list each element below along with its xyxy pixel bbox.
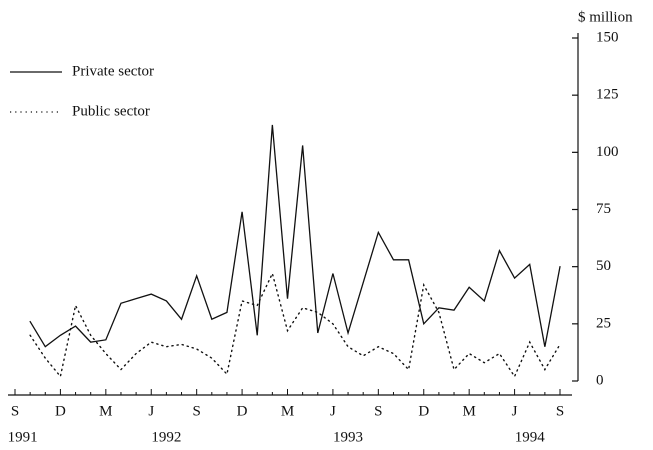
y-tick-label: 75: [596, 201, 611, 217]
legend-label: Private sector: [72, 63, 154, 79]
x-tick-label: S: [374, 403, 382, 419]
year-label: 1992: [151, 429, 181, 445]
y-tick-label: 125: [596, 87, 619, 103]
y-tick-label: 25: [596, 315, 611, 331]
series-line: [29, 271, 561, 378]
x-tick-label: M: [462, 403, 475, 419]
legend-label: Public sector: [72, 103, 150, 119]
x-tick-label: D: [418, 403, 429, 419]
x-tick-label: J: [512, 403, 518, 419]
y-tick-label: 150: [596, 29, 619, 45]
series-line: [29, 124, 561, 348]
x-tick-label: D: [237, 403, 248, 419]
year-label: 1991: [8, 429, 38, 445]
y-axis-label: $ million: [578, 9, 633, 25]
year-label: 1994: [515, 429, 546, 445]
x-tick-label: M: [99, 403, 112, 419]
year-label: 1993: [333, 429, 363, 445]
x-tick-label: S: [192, 403, 200, 419]
y-tick-label: 100: [596, 144, 619, 160]
x-tick-label: J: [330, 403, 336, 419]
x-tick-label: D: [55, 403, 66, 419]
x-tick-label: S: [556, 403, 564, 419]
y-tick-label: 0: [596, 372, 604, 388]
x-tick-label: S: [11, 403, 19, 419]
x-tick-label: J: [148, 403, 154, 419]
y-tick-label: 50: [596, 258, 611, 274]
x-tick-label: M: [281, 403, 294, 419]
